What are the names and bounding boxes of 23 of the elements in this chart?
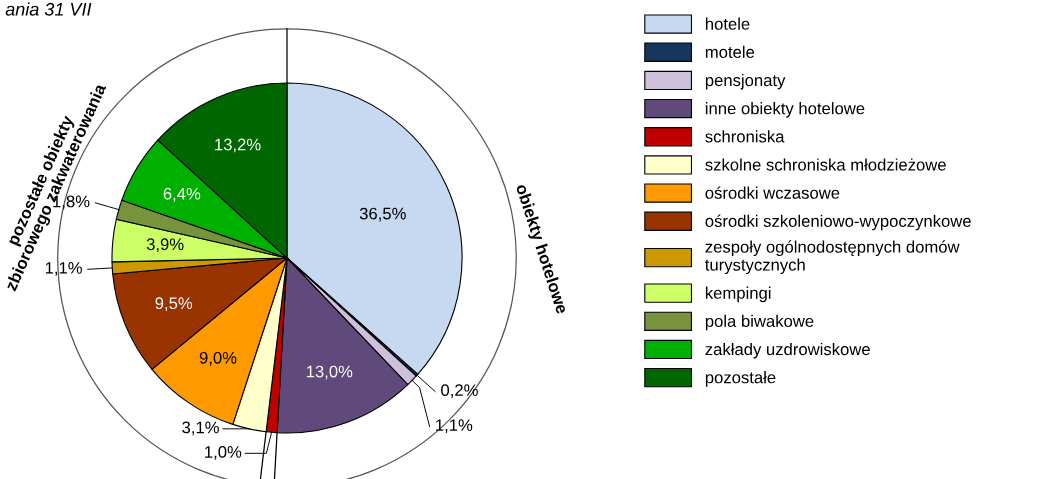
- data-label: 3,9%: [146, 238, 184, 253]
- legend-label: szkolne schroniska młodzieżowe: [705, 158, 946, 171]
- data-label: 6,4%: [163, 187, 201, 202]
- legend-label: motele: [705, 45, 755, 58]
- data-label: 13,0%: [306, 365, 353, 380]
- data-label: 13,2%: [215, 138, 261, 153]
- legend-label: zakłady uzdrowiskowe: [705, 342, 870, 359]
- legend-label: hotele: [705, 17, 750, 30]
- chart-title: ania 31 VII: [5, 2, 92, 16]
- data-label: 9,0%: [199, 351, 237, 366]
- data-label: 9,5%: [155, 297, 193, 312]
- data-label: 3,1%: [182, 421, 219, 436]
- legend-label: pozostałe: [705, 371, 776, 387]
- data-label: 1,0%: [205, 445, 242, 460]
- legend-label: ośrodki wczasowe: [705, 186, 840, 199]
- legend-label: inne obiekty hotelowe: [705, 102, 865, 118]
- legend-label: ośrodki szkoleniowo-wypoczynkowe: [705, 214, 971, 231]
- legend-label: pola biwakowe: [705, 314, 814, 331]
- legend-label: kempingi: [705, 286, 771, 303]
- legend-label: zespoły ogólnodostępnych domów turystycznych: [705, 240, 960, 275]
- data-label: 36,5%: [359, 207, 406, 222]
- legend-label: schroniska: [705, 130, 785, 143]
- legend-label: pensjonaty: [705, 73, 786, 90]
